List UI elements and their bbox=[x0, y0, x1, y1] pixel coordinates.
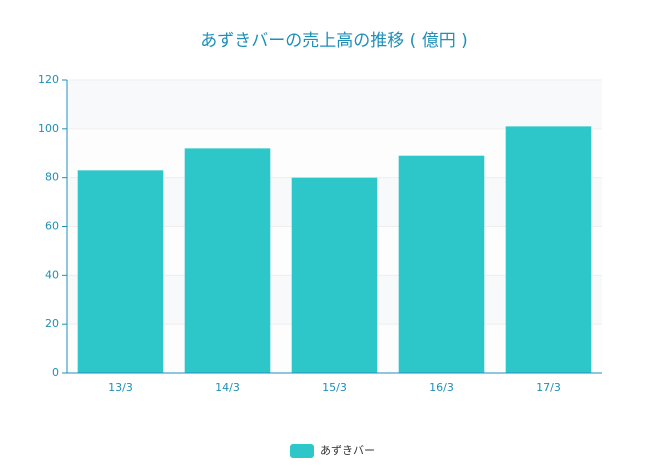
bar bbox=[291, 177, 378, 373]
split-area bbox=[67, 80, 602, 129]
bar bbox=[184, 148, 271, 373]
y-tick-label: 120 bbox=[38, 73, 59, 86]
x-tick-label: 16/3 bbox=[429, 381, 454, 394]
x-tick-label: 13/3 bbox=[108, 381, 133, 394]
y-tick-label: 60 bbox=[45, 220, 59, 233]
y-tick-label: 20 bbox=[45, 317, 59, 330]
y-tick-label: 40 bbox=[45, 268, 59, 281]
chart-title: あずきバーの売上高の推移 ( 億円 ) bbox=[200, 31, 467, 51]
x-tick-label: 15/3 bbox=[322, 381, 347, 394]
bar bbox=[77, 170, 164, 373]
x-tick-label: 17/3 bbox=[536, 381, 561, 394]
y-tick-label: 100 bbox=[38, 122, 59, 135]
x-tick-label: 14/3 bbox=[215, 381, 240, 394]
legend-swatch bbox=[290, 444, 314, 458]
legend-label: あずきバー bbox=[320, 444, 375, 457]
bar bbox=[505, 126, 592, 374]
y-tick-label: 80 bbox=[45, 171, 59, 184]
bar bbox=[398, 155, 485, 373]
y-tick-label: 0 bbox=[52, 366, 59, 379]
